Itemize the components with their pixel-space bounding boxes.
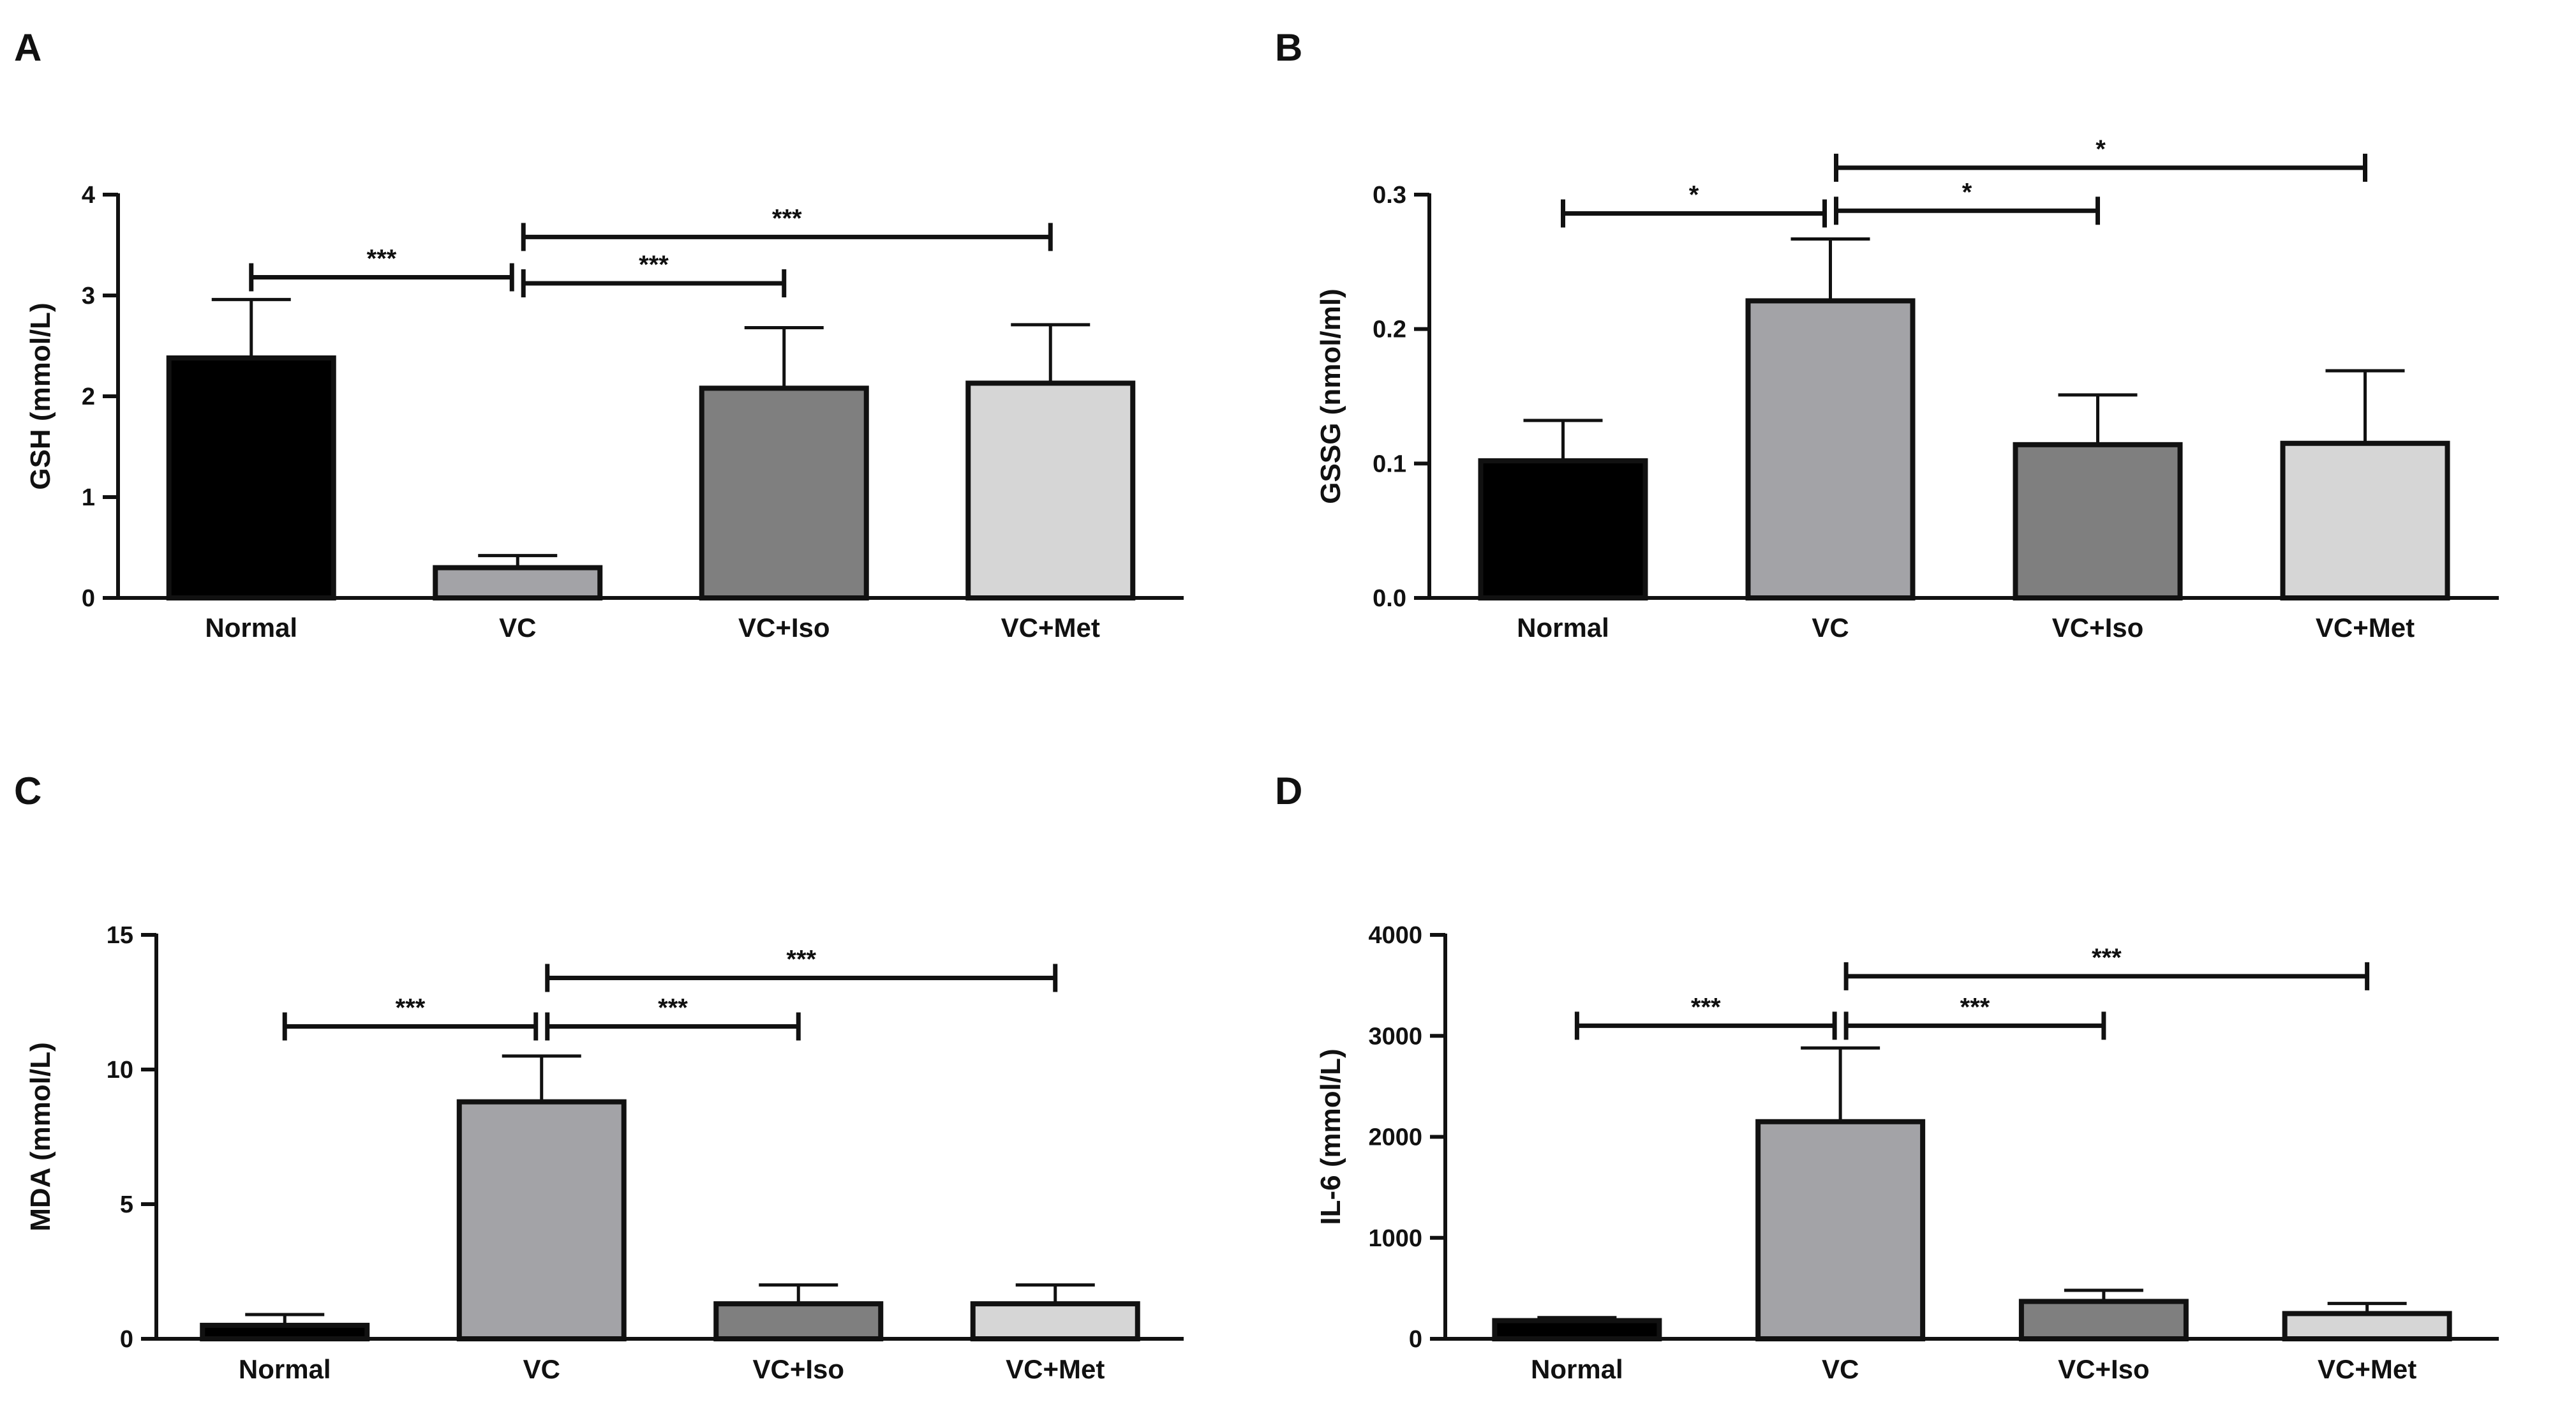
panel-b-sig-label-0: *: [1689, 181, 1699, 209]
panel-c-xtick-label-0: Normal: [239, 1354, 331, 1384]
panel-a-xtick-label-2: VC+Iso: [738, 613, 830, 643]
panel-c-xtick-label-3: VC+Met: [1006, 1354, 1105, 1384]
panel-d-xtick-label-3: VC+Met: [2318, 1354, 2416, 1384]
panel-c-sig-label-0: ***: [396, 994, 426, 1022]
panel-a-bar-3: [965, 380, 1136, 601]
panel-d-sig-label-0: ***: [1691, 993, 1721, 1021]
panel-b-bar-1: [1745, 298, 1916, 600]
panel-a-bar-2: [699, 385, 869, 600]
panel-a-bar-1: [433, 565, 603, 600]
panel-c-letter: C: [14, 770, 41, 812]
panel-b-ytick-label-0: 0.0: [1373, 585, 1406, 612]
panel-d-letter: D: [1275, 770, 1302, 812]
panel-c-xtick-label-1: VC: [523, 1354, 560, 1384]
panel-a-ytick-label-2: 2: [82, 384, 95, 410]
panel-b-ytick-label-2: 0.2: [1373, 317, 1406, 343]
panel-d-xtick-label-1: VC: [1822, 1354, 1859, 1384]
panel-b-ytick-label-1: 0.1: [1373, 451, 1406, 477]
panel-d-xtick-label-2: VC+Iso: [2058, 1354, 2150, 1384]
panel-a-sig-label-2: ***: [772, 204, 802, 232]
panel-a-ytick-label-0: 0: [82, 585, 95, 612]
panel-c-bar-0: [200, 1322, 370, 1341]
panel-a-bar-0: [166, 355, 336, 601]
panel-d-ytick-label-1: 1000: [1368, 1225, 1422, 1252]
panel-c-xtick-label-2: VC+Iso: [752, 1354, 844, 1384]
panel-a-sig-label-1: ***: [639, 251, 669, 279]
panel-a-xtick-label-3: VC+Met: [1001, 613, 1100, 643]
panel-c-ytick-label-3: 15: [107, 922, 133, 949]
panel-d: D 0 1000 2000 3000 4000 Normal VC VC+Iso VC+Met IL…: [1275, 770, 2499, 1384]
panel-c-ytick-label-2: 10: [107, 1057, 133, 1084]
panel-c-bar-2: [713, 1301, 884, 1342]
panel-c-ylabel: MDA (mmol/L): [25, 1042, 56, 1232]
panel-c-bar-3: [970, 1301, 1140, 1342]
panel-d-ytick-label-2: 2000: [1368, 1124, 1422, 1151]
panel-d-sig-label-1: ***: [1960, 993, 1990, 1021]
panel-c-bar-1: [456, 1099, 627, 1341]
panel-a-letter: A: [14, 26, 41, 69]
panel-d-bar-1: [1755, 1119, 1926, 1341]
panel-b-letter: B: [1275, 26, 1302, 69]
panel-c-ytick-label-0: 0: [120, 1326, 133, 1353]
panel-b: B 0.0 0.1 0.2 0.3 Normal VC VC+Iso VC+Met GSSG (n…: [1275, 26, 2499, 643]
panel-c-sig-label-1: ***: [658, 994, 688, 1022]
panel-b-xtick-label-3: VC+Met: [2316, 613, 2415, 643]
panel-a-ylabel: GSH (mmol/L): [25, 302, 56, 489]
panel-d-ytick-label-4: 4000: [1368, 922, 1422, 949]
panel-a-ytick-label-1: 1: [82, 484, 95, 511]
panel-d-ytick-label-0: 0: [1409, 1326, 1422, 1353]
panel-b-ytick-label-3: 0.3: [1373, 182, 1406, 209]
panel-b-bar-2: [2013, 442, 2183, 601]
panel-c: C 0 5 10 15 Normal VC VC+Iso VC+Met MDA (mmol/L) *…: [14, 770, 1184, 1384]
panel-b-ylabel: GSSG (nmol/ml): [1315, 288, 1346, 503]
panel-d-bar-2: [2018, 1299, 2189, 1342]
panel-d-sig-label-2: ***: [2092, 944, 2122, 972]
panel-a-xtick-label-1: VC: [499, 613, 536, 643]
panel-b-xtick-label-1: VC: [1812, 613, 1849, 643]
panel-b-xtick-label-2: VC+Iso: [2052, 613, 2144, 643]
panel-a-xtick-label-0: Normal: [205, 613, 297, 643]
panel-b-sig-label-1: *: [1962, 178, 1972, 206]
panel-d-bar-0: [1492, 1318, 1662, 1341]
panel-c-sig-label-2: ***: [786, 946, 816, 974]
panel-d-bar-3: [2282, 1311, 2452, 1341]
panel-b-sig-label-2: *: [2096, 135, 2106, 163]
panel-d-ylabel: IL-6 (mmol/L): [1315, 1048, 1346, 1225]
panel-a-ytick-label-3: 3: [82, 283, 95, 309]
panel-b-bar-3: [2280, 440, 2450, 600]
panel-c-ytick-label-1: 5: [120, 1191, 133, 1218]
panel-b-bar-0: [1478, 458, 1648, 600]
panel-a: A 0 1 2 3 4 Normal VC VC+Iso VC+Met GSH (mmol/L) **…: [14, 26, 1184, 643]
panel-a-sig-label-0: ***: [367, 245, 397, 273]
panel-a-ytick-label-4: 4: [82, 182, 95, 209]
panel-d-xtick-label-0: Normal: [1531, 1354, 1623, 1384]
panel-d-ytick-label-3: 3000: [1368, 1023, 1422, 1050]
panel-b-xtick-label-0: Normal: [1517, 613, 1609, 643]
